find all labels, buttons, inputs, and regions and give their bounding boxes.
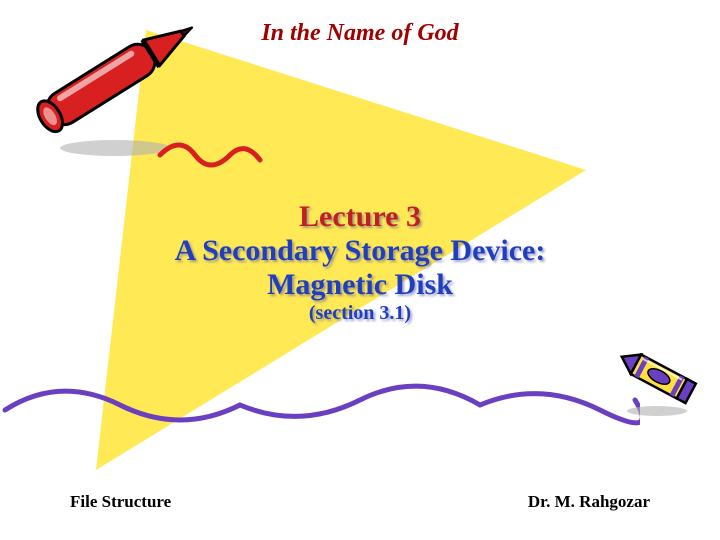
- title-subject-2: Magnetic Disk: [0, 268, 720, 302]
- purple-crayon-icon: [615, 337, 710, 422]
- title-block: Lecture 3 A Secondary Storage Device: Ma…: [0, 200, 720, 325]
- title-subject-1: A Secondary Storage Device:: [0, 234, 720, 268]
- title-section: (section 3.1): [0, 302, 720, 325]
- title-lecture: Lecture 3: [0, 200, 720, 234]
- scribble-icon: [155, 130, 275, 180]
- footer-left: File Structure: [70, 492, 171, 512]
- slide: In the Name of God Lecture 3 A Secondary…: [0, 0, 720, 540]
- wavy-line-icon: [0, 370, 640, 440]
- footer-right: Dr. M. Rahgozar: [528, 492, 650, 512]
